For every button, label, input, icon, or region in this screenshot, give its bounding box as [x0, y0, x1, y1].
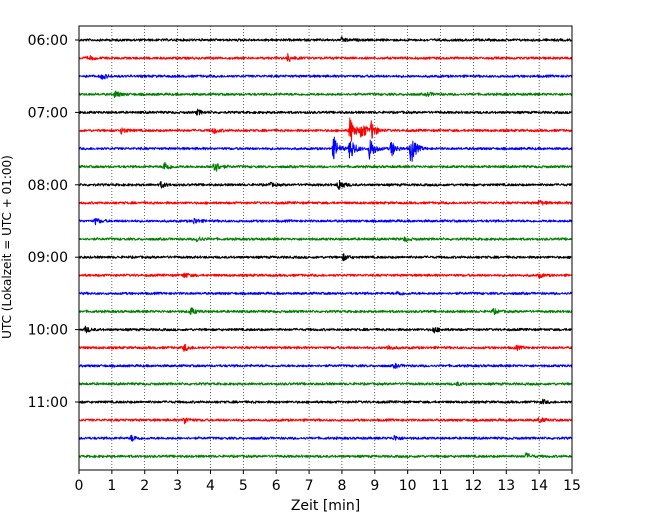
trace-0745 [78, 161, 573, 172]
trace-0815 [78, 199, 573, 206]
trace-0600 [78, 36, 573, 42]
x-tick-label: 1 [107, 478, 116, 494]
x-tick-label: 8 [337, 478, 346, 494]
trace-1000 [78, 325, 573, 334]
trace-0615 [78, 52, 573, 62]
trace-0915 [78, 272, 573, 279]
x-tick-label: 14 [530, 478, 548, 494]
y-tick-label: 11:00 [28, 395, 68, 411]
x-tick-label: 9 [370, 478, 379, 494]
trace-0930 [78, 290, 573, 296]
seismic-traces [78, 36, 573, 459]
x-tick-label: 3 [173, 478, 182, 494]
x-tick-label: 6 [272, 478, 281, 494]
y-tick-label: 06:00 [28, 33, 68, 49]
trace-0630 [78, 74, 573, 80]
trace-0800 [78, 179, 573, 190]
trace-1145 [78, 452, 573, 459]
y-tick-label: 08:00 [28, 178, 68, 194]
x-tick-label: 15 [563, 478, 581, 494]
plot-frame [78, 25, 573, 471]
trace-0715 [78, 117, 573, 142]
x-tick-label: 4 [206, 478, 215, 494]
x-tick-label: 0 [75, 478, 84, 494]
y-tick-label: 10:00 [28, 323, 68, 339]
trace-0945 [78, 307, 573, 316]
y-axis-ticks: 06:00 07:00 08:00 09:00 10:00 11:00 [28, 33, 79, 411]
x-tick-label: 11 [432, 478, 450, 494]
trace-1115 [78, 417, 573, 425]
trace-0730 [78, 136, 573, 162]
trace-1045 [78, 381, 573, 387]
x-tick-label: 5 [239, 478, 248, 494]
x-tick-label: 2 [140, 478, 149, 494]
plot-background [79, 26, 572, 470]
x-axis-ticks: 0 1 2 3 4 5 6 7 8 9 10 11 12 13 14 15 [75, 470, 581, 494]
y-axis-label: UTC (Lokalzeit = UTC + 01:00) [0, 155, 14, 339]
trace-0845 [78, 236, 573, 243]
grid-lines [111, 26, 540, 470]
trace-1100 [78, 398, 573, 405]
trace-1130 [78, 434, 573, 442]
trace-0645 [78, 90, 573, 99]
x-axis-label: Zeit [min] [291, 498, 360, 514]
trace-0700 [78, 108, 573, 116]
x-tick-label: 12 [464, 478, 482, 494]
x-tick-label: 7 [305, 478, 314, 494]
x-tick-label: 13 [497, 478, 515, 494]
trace-0900 [78, 253, 573, 262]
x-tick-label: 10 [399, 478, 417, 494]
y-tick-label: 09:00 [28, 250, 68, 266]
trace-0830 [78, 217, 573, 226]
y-tick-label: 07:00 [28, 105, 68, 121]
trace-1030 [78, 362, 573, 369]
trace-1015 [78, 344, 573, 352]
